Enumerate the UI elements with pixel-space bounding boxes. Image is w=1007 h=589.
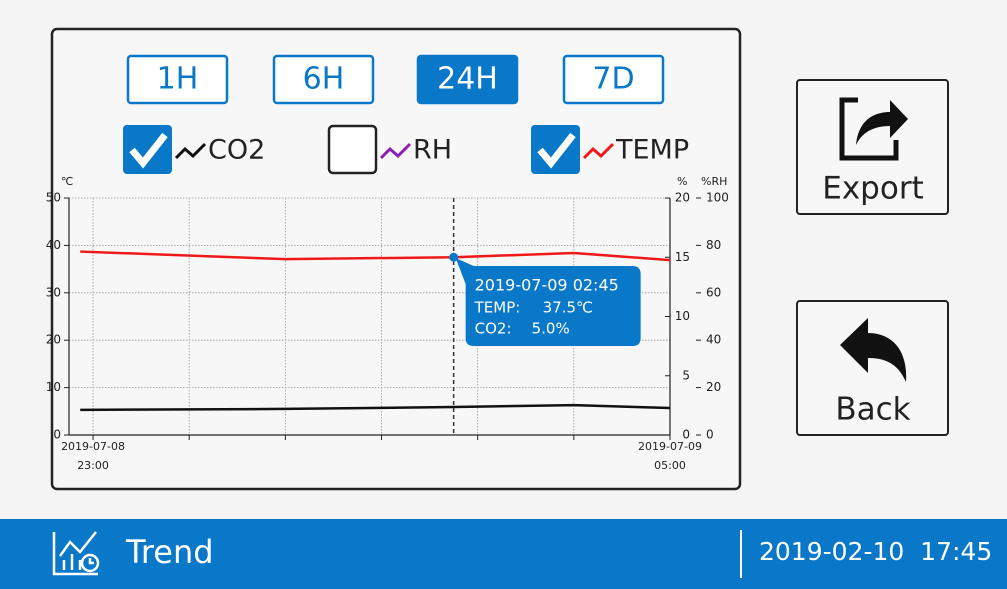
export-button[interactable]: Export [796, 79, 949, 215]
y3-tick-label: 80 [706, 238, 721, 252]
y3-tick-label: 100 [706, 191, 729, 205]
y2-unit: % [677, 175, 687, 188]
trend-icon [52, 531, 100, 576]
legend-checkbox[interactable] [327, 124, 378, 175]
y-tick-label: 20 [46, 333, 61, 347]
tooltip-key: TEMP: [474, 299, 521, 317]
legend-label[interactable]: CO2 [208, 135, 265, 166]
back-button[interactable]: Back [796, 300, 949, 436]
back-button-frame[interactable] [796, 300, 949, 436]
footer-title: Trend [125, 533, 214, 571]
y-tick-label: 10 [46, 380, 61, 394]
legend-label[interactable]: RH [413, 135, 452, 166]
x-tick-label: 2019-07-08 [61, 440, 125, 453]
legend-swatch [379, 142, 412, 160]
tooltip-key: CO2: [475, 320, 512, 338]
x-tick-label: 05:00 [654, 459, 686, 472]
footer-datetime: 2019-02-10 17:45 [759, 537, 992, 566]
range-button[interactable] [272, 54, 375, 105]
x-tick-label: 23:00 [77, 459, 109, 472]
tooltip-value: 5.0% [532, 320, 570, 338]
y3-tick-label: 20 [706, 380, 721, 394]
legend-checkbox[interactable] [531, 125, 580, 174]
y3-unit: %RH [701, 175, 727, 188]
checkmark[interactable] [537, 132, 576, 169]
tooltip-value: 37.5℃ [543, 299, 593, 317]
export-icon [839, 97, 899, 161]
range-button-label[interactable]: 7D [592, 62, 634, 97]
footer-bar [0, 519, 1007, 589]
y-tick-label: 0 [53, 428, 61, 442]
y2-tick-label: 15 [675, 250, 690, 264]
x-tick-label: 2019-07-09 [638, 440, 702, 453]
y-unit: ℃ [61, 175, 73, 188]
y2-tick-label: 10 [675, 309, 690, 323]
legend-swatch [582, 142, 615, 160]
export-arrow [856, 100, 908, 145]
y3-tick-label: 40 [706, 333, 721, 347]
back-label[interactable]: Back [835, 392, 910, 428]
cursor-point [449, 252, 459, 262]
y3-tick-label: 0 [706, 428, 714, 442]
tooltip-box [455, 258, 641, 346]
y-tick-label: 40 [46, 238, 61, 252]
tooltip-title: 2019-07-09 02:45 [475, 276, 619, 295]
legend-label[interactable]: TEMP [615, 135, 689, 166]
legend-checkbox[interactable] [123, 125, 172, 174]
back-icon [840, 318, 907, 382]
y2-tick-label: 20 [675, 191, 690, 205]
y2-tick-label: 0 [682, 428, 690, 442]
range-button-label[interactable]: 1H [157, 62, 199, 97]
range-button-label[interactable]: 6H [303, 62, 345, 97]
export-label[interactable]: Export [822, 171, 923, 207]
range-button[interactable] [562, 54, 665, 105]
legend-swatch [174, 142, 207, 160]
checkmark[interactable] [129, 132, 168, 169]
series-line [80, 403, 671, 412]
range-button[interactable] [416, 54, 519, 105]
export-button-frame[interactable] [796, 79, 949, 215]
y2-tick-label: 5 [682, 368, 690, 382]
y-tick-label: 50 [46, 191, 61, 205]
range-button[interactable] [126, 54, 229, 105]
y-tick-label: 30 [46, 285, 61, 299]
range-button-label[interactable]: 24H [437, 62, 498, 97]
y3-tick-label: 60 [706, 285, 721, 299]
